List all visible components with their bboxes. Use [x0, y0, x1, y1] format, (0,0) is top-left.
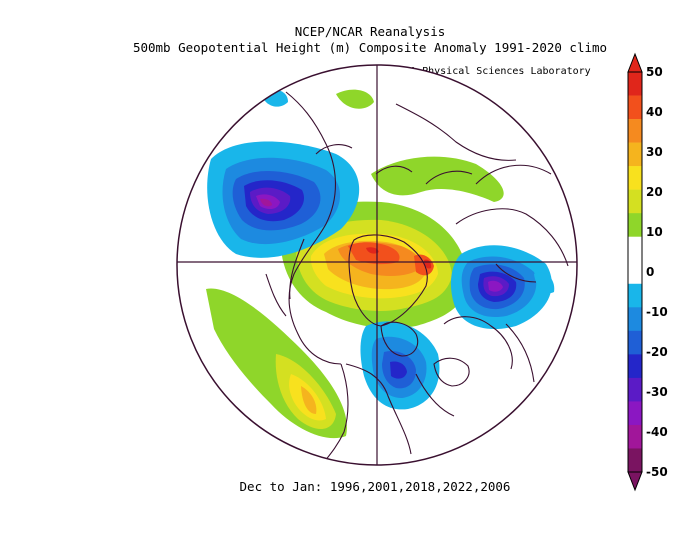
colorbar-swatch — [628, 401, 642, 426]
colorbar-swatch — [628, 260, 642, 285]
anomaly-trough-hudson-bay — [360, 321, 440, 410]
colorbar-swatch — [628, 236, 642, 261]
colorbar-tick-label: 50 — [646, 65, 663, 79]
chart-subtitle: 500mb Geopotential Height (m) Composite … — [132, 40, 608, 55]
colorbar-swatch — [628, 95, 642, 120]
colorbar-swatch — [628, 307, 642, 332]
anomaly-trough-small-east — [534, 272, 555, 294]
colorbar-tick-label: -50 — [646, 465, 668, 479]
chart-title: NCEP/NCAR Reanalysis — [294, 24, 446, 39]
map-boundary — [176, 64, 578, 466]
colorbar-swatch — [628, 72, 642, 96]
colorbar-tick-label: 20 — [646, 185, 663, 199]
polar-anomaly-map — [176, 64, 578, 466]
anomaly-ridge-western-north-america — [206, 288, 347, 439]
colorbar-top-arrow — [627, 52, 643, 73]
colorbar-tick-label: 0 — [646, 265, 654, 279]
colorbar: 50 40 30 20 10 0 -10 -20 -30 -40 -50 — [627, 52, 668, 492]
colorbar-tick-label: -30 — [646, 385, 668, 399]
date-caption: Dec to Jan: 1996,2001,2018,2022,2006 — [239, 479, 511, 494]
colorbar-swatch — [628, 354, 642, 379]
colorbar-swatch — [628, 448, 642, 473]
colorbar-swatch — [628, 424, 642, 449]
colorbar-tick-label: -20 — [646, 345, 668, 359]
anomaly-ridge-bering — [336, 89, 374, 109]
colorbar-swatch — [628, 377, 642, 402]
colorbar-tick-label: -40 — [646, 425, 668, 439]
colorbar-swatch — [628, 213, 642, 238]
colorbar-swatch — [628, 142, 642, 167]
colorbar-swatch — [628, 119, 642, 143]
colorbar-tick-label: 40 — [646, 105, 663, 119]
anomaly-trough-central-russia — [450, 245, 552, 330]
colorbar-swatch — [628, 283, 642, 308]
colorbar-tick-label: 30 — [646, 145, 663, 159]
anomaly-trough-north-pacific — [207, 141, 360, 258]
colorbar-bottom-arrow — [627, 471, 643, 492]
colorbar-tick-label: 10 — [646, 225, 663, 239]
colorbar-tick-label: -10 — [646, 305, 668, 319]
credit-label: NOAA Physical Sciences Laboratory — [392, 66, 591, 77]
colorbar-swatch — [628, 166, 642, 190]
colorbar-swatch — [628, 330, 642, 355]
colorbar-swatch — [628, 189, 642, 214]
